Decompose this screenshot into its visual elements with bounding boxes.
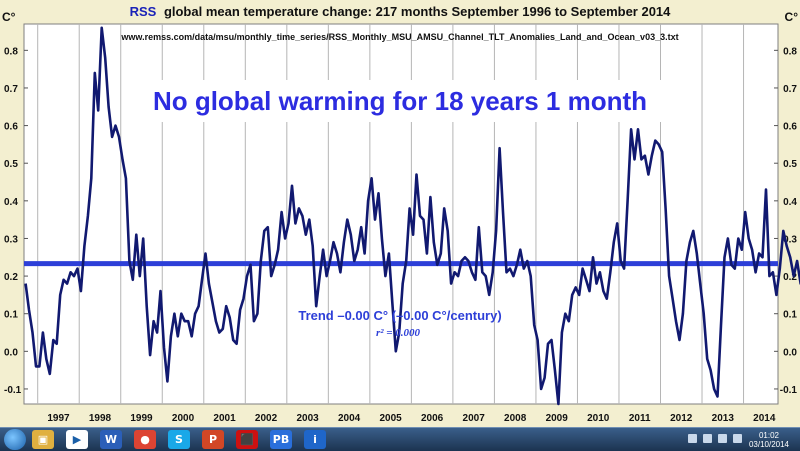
y-tick-label-right: -0.1	[780, 385, 798, 396]
skype-icon[interactable]: S	[168, 430, 190, 449]
y-tick-label-right: 0.4	[783, 197, 797, 208]
r-squared-label: r² = 0.000	[376, 327, 421, 339]
x-tick-label: 2009	[546, 413, 569, 424]
trend-label: Trend –0.00 C° (–0.00 C°/century)	[298, 308, 501, 323]
chrome-icon[interactable]: ●	[134, 430, 156, 449]
powerbasic-icon[interactable]: PB	[270, 430, 292, 449]
system-tray	[688, 434, 742, 443]
powerpoint-icon[interactable]: P	[202, 430, 224, 449]
x-tick-label: 2007	[463, 413, 486, 424]
x-tick-label: 2004	[338, 413, 361, 424]
chart-title-prefix: RSS	[130, 4, 157, 19]
y-axis-unit-right: C°	[785, 10, 799, 24]
y-axis-right: -0.1 0.0 0.1 0.2 0.3 0.4 0.5 0.6 0.7 0.8	[774, 46, 797, 396]
chart: -0.1 0.0 0.1 0.2 0.3 0.4 0.5 0.6 0.7 0.8 -0.1 0.0 0…	[2, 4, 800, 424]
x-tick-label: 2013	[712, 413, 735, 424]
chart-title-rest: global mean temperature change: 217 mont…	[164, 4, 671, 19]
tray-arrow-icon[interactable]	[688, 434, 697, 443]
y-tick-label-left: 0.8	[4, 46, 18, 57]
x-tick-label: 2006	[421, 413, 444, 424]
x-tick-label: 2000	[172, 413, 195, 424]
battery-icon[interactable]	[733, 434, 742, 443]
x-tick-label: 2003	[296, 413, 319, 424]
y-tick-label-right: 0.2	[783, 272, 797, 283]
y-tick-label-right: 0.8	[783, 46, 797, 57]
x-tick-label: 1998	[89, 413, 112, 424]
word-icon[interactable]: W	[100, 430, 122, 449]
y-tick-label-left: 0.3	[4, 234, 18, 245]
y-tick-label-right: 0.6	[783, 122, 797, 133]
y-tick-label-right: 0.3	[783, 234, 797, 245]
y-tick-label-right: 0.7	[783, 84, 797, 95]
temperature-anomaly-line	[24, 26, 800, 406]
x-tick-label: 2010	[587, 413, 610, 424]
start-orb-icon[interactable]	[4, 429, 26, 450]
x-tick-label: 2002	[255, 413, 278, 424]
pdf-icon[interactable]: ⬛	[236, 430, 258, 449]
x-tick-label: 2014	[753, 413, 776, 424]
y-tick-label-left: 0.5	[4, 159, 18, 170]
y-tick-label-right: 0.5	[783, 159, 797, 170]
y-axis-left: -0.1 0.0 0.1 0.2 0.3 0.4 0.5 0.6 0.7 0.8	[4, 46, 28, 396]
media-player-icon[interactable]: ▶	[66, 430, 88, 449]
clock-date: 03/10/2014	[748, 440, 790, 449]
taskbar: ▣ ▶ W ● S P ⬛ PB i 01:02 03/10/2014	[0, 427, 800, 451]
volume-icon[interactable]	[718, 434, 727, 443]
x-tick-label: 1997	[47, 413, 70, 424]
headline: No global warming for 18 years 1 month	[153, 86, 647, 116]
x-tick-label: 2005	[379, 413, 402, 424]
folder-icon[interactable]: ▣	[32, 430, 54, 449]
clock-time: 01:02	[758, 431, 780, 440]
info-icon[interactable]: i	[304, 430, 326, 449]
chart-title: RSS global mean temperature change: 217 …	[130, 4, 672, 19]
y-tick-label-right: 0.1	[783, 310, 797, 321]
y-axis-unit-left: C°	[2, 10, 16, 24]
x-tick-label: 1999	[130, 413, 153, 424]
network-icon[interactable]	[703, 434, 712, 443]
x-tick-label: 2008	[504, 413, 527, 424]
y-tick-label-left: 0.2	[4, 272, 18, 283]
x-tick-label: 2012	[670, 413, 693, 424]
y-tick-label-left: 0.1	[4, 310, 18, 321]
clock[interactable]: 01:02 03/10/2014	[744, 431, 794, 449]
y-tick-label-left: 0.0	[4, 347, 18, 358]
x-tick-label: 2001	[213, 413, 236, 424]
y-tick-label-left: 0.4	[4, 197, 18, 208]
headline-backdrop	[138, 80, 662, 122]
y-tick-label-left: 0.7	[4, 84, 18, 95]
source-url: www.remss.com/data/msu/monthly_time_seri…	[120, 32, 678, 42]
y-tick-label-right: 0.0	[783, 347, 797, 358]
x-axis: 1997 1998 1999 2000 2001 2002 2003 2004 2005 2006…	[47, 413, 776, 424]
y-tick-label-left: -0.1	[4, 385, 22, 396]
x-tick-label: 2011	[629, 413, 651, 424]
y-tick-label-left: 0.6	[4, 122, 18, 133]
